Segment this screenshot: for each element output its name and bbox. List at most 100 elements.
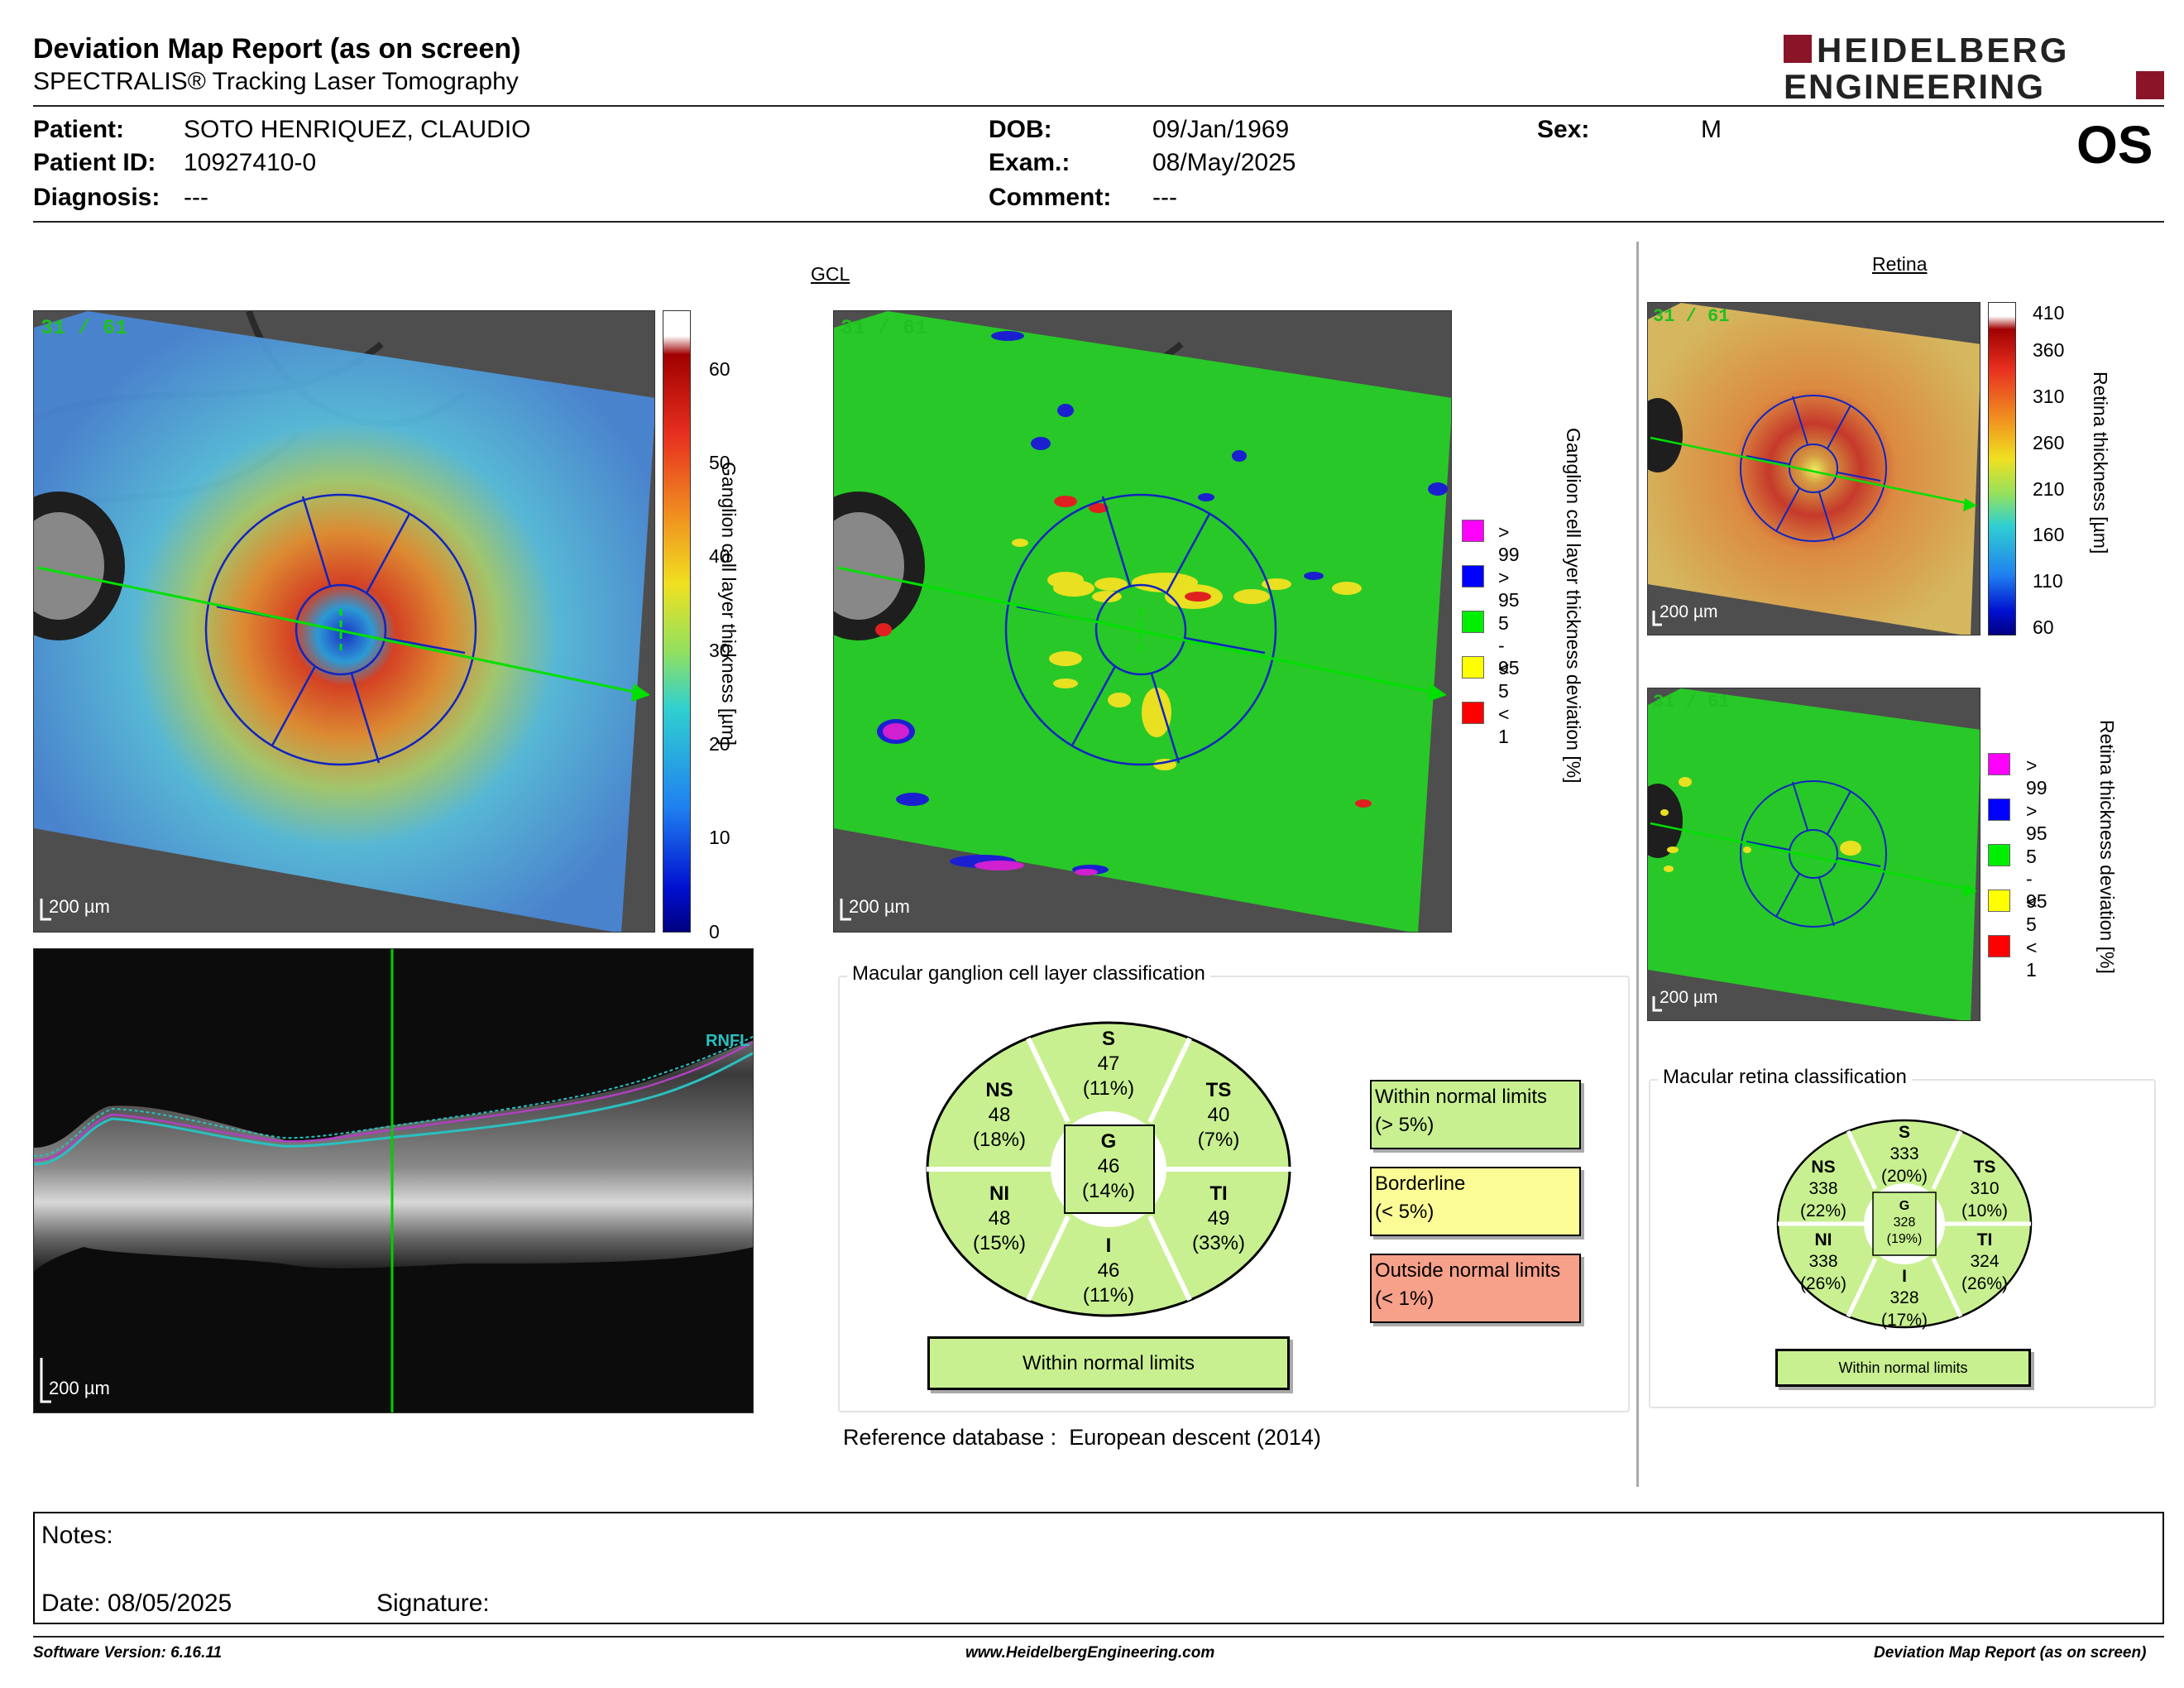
scale-label: 200 µm bbox=[1660, 988, 1718, 1007]
legend-swatch bbox=[1988, 844, 2010, 866]
footer-software-version: Software Version: 6.16.11 bbox=[33, 1644, 223, 1662]
oct-bscan: RNFL 200 µm bbox=[33, 948, 754, 1413]
footer-website-link[interactable]: www.HeidelbergEngineering.com bbox=[965, 1644, 1215, 1662]
tick-label: 60 bbox=[709, 358, 730, 380]
diagnosis-label: Diagnosis: bbox=[33, 184, 160, 211]
gcl-deviation-map: 31 / 61 200 µm bbox=[833, 310, 1452, 933]
patient-label: Patient: bbox=[33, 116, 125, 143]
scale-label: 200 µm bbox=[49, 1378, 110, 1398]
footer-rule bbox=[33, 1636, 2164, 1638]
legend-borderline: Borderline (< 5%) bbox=[1370, 1167, 1581, 1236]
scan-position-badge: 31 / 61 bbox=[1653, 306, 1730, 327]
tick-label: 410 bbox=[2033, 302, 2065, 324]
legend-swatch bbox=[1462, 656, 1484, 679]
sector-g: G 328 (19%) bbox=[1886, 1199, 1923, 1246]
scan-position-badge: 31 / 61 bbox=[41, 316, 128, 340]
legend-label: 5 - 95 bbox=[2026, 846, 2048, 912]
sector-ts: TS 310 (10%) bbox=[1961, 1158, 2009, 1220]
sector-i: I 46 (11%) bbox=[1082, 1235, 1135, 1307]
sector-ns: NS 338 (22%) bbox=[1799, 1158, 1847, 1220]
exam-value: 08/May/2025 bbox=[1152, 149, 1296, 176]
sex-value: M bbox=[1701, 116, 1722, 143]
legend-swatch bbox=[1462, 702, 1484, 724]
retina-deviation-axis-label: Retina thickness deviation [%] bbox=[2096, 720, 2118, 974]
gcl-thickness-colorbar bbox=[663, 310, 691, 933]
legend-label: < 1 bbox=[2026, 937, 2038, 981]
scale-bar-icon bbox=[40, 1358, 51, 1403]
tick-label: 30 bbox=[709, 640, 730, 661]
gcl-section-label: GCL bbox=[811, 263, 850, 285]
retina-thickness-colorbar bbox=[1988, 302, 2016, 635]
legend-label: > 95 bbox=[2026, 800, 2048, 844]
scale-bar-icon bbox=[40, 899, 51, 921]
scale-bar-icon bbox=[1652, 996, 1662, 1012]
sector-ns: NS 48 (18%) bbox=[972, 1079, 1027, 1151]
legend-label: < 1 bbox=[1498, 703, 1510, 747]
comment-value: --- bbox=[1152, 184, 1177, 211]
header-rule bbox=[33, 105, 2164, 107]
sex-label: Sex: bbox=[1537, 116, 1590, 143]
sector-g: G 46 (14%) bbox=[1081, 1130, 1136, 1202]
retina-overall-result: Within normal limits bbox=[1775, 1349, 2031, 1387]
dob-label: DOB: bbox=[989, 116, 1052, 143]
report-subtitle: SPECTRALIS® Tracking Laser Tomography bbox=[33, 68, 519, 95]
legend-swatch bbox=[1988, 798, 2010, 821]
signature-label: Signature: bbox=[376, 1590, 490, 1617]
gcl-thickness-map: 31 / 61 200 µm bbox=[33, 310, 655, 933]
scan-position-badge: 31 / 61 bbox=[841, 316, 928, 340]
scale-label: 200 µm bbox=[849, 896, 910, 917]
notes-date: Date: 08/05/2025 bbox=[41, 1590, 232, 1617]
legend-label: > 99 bbox=[2026, 755, 2048, 798]
scale-label: 200 µm bbox=[49, 896, 110, 917]
retina-sector-chart: S 333 (20%) NS 338 (22%) TS 310 (10%) G 328 (19%… bbox=[1775, 1119, 2033, 1330]
tick-label: 160 bbox=[2033, 524, 2065, 545]
legend-label: > 99 bbox=[1498, 521, 1520, 565]
legend-within-normal: Within normal limits (> 5%) bbox=[1370, 1080, 1581, 1149]
tick-label: 260 bbox=[2033, 432, 2065, 453]
sector-i: I 328 (17%) bbox=[1880, 1267, 1928, 1330]
sector-ni: NI 48 (15%) bbox=[972, 1182, 1027, 1254]
tick-label: 50 bbox=[709, 452, 730, 473]
scan-position-badge: 31 / 61 bbox=[1653, 692, 1730, 712]
gcl-deviation-axis-label: Ganglion cell layer thickness deviation … bbox=[1563, 428, 1584, 784]
gcl-classification-panel bbox=[838, 976, 1630, 1412]
tick-label: 110 bbox=[2033, 570, 2063, 592]
legend-swatch bbox=[1462, 520, 1484, 542]
report-title: Deviation Map Report (as on screen) bbox=[33, 33, 521, 65]
legend-label: > 95 bbox=[1498, 567, 1520, 611]
heidelberg-logo: HEIDELBERG ENGINEERING bbox=[1784, 31, 2164, 103]
retina-deviation-map: 31 / 61 200 µm bbox=[1647, 688, 1980, 1021]
legend-swatch bbox=[1988, 935, 2010, 957]
rnfl-layer-label: RNFL bbox=[706, 1032, 750, 1050]
comment-label: Comment: bbox=[989, 184, 1112, 211]
dob-value: 09/Jan/1969 bbox=[1152, 116, 1290, 143]
notes-box[interactable]: Notes: Date: 08/05/2025 Signature: bbox=[33, 1512, 2164, 1624]
gcl-classification-title: Macular ganglion cell layer classificati… bbox=[847, 962, 1210, 985]
sector-s: S 47 (11%) bbox=[1082, 1028, 1135, 1100]
gcl-sector-chart: S 47 (11%) NS 48 (18%) TS 40 (7%) G 46 (14%) NI 4… bbox=[925, 1020, 1293, 1318]
legend-label: < 5 bbox=[2026, 891, 2038, 935]
tick-label: 10 bbox=[709, 827, 730, 848]
reference-label: Reference database : bbox=[843, 1425, 1057, 1450]
tick-label: 310 bbox=[2033, 386, 2065, 407]
patient-id-label: Patient ID: bbox=[33, 149, 156, 176]
retina-classification-title: Macular retina classification bbox=[1658, 1066, 1912, 1089]
scale-bar-icon bbox=[840, 899, 851, 921]
legend-label: 5 - 95 bbox=[1498, 612, 1520, 679]
notes-label: Notes: bbox=[41, 1522, 113, 1549]
patient-name: SOTO HENRIQUEZ, CLAUDIO bbox=[184, 116, 531, 143]
legend-swatch bbox=[1462, 611, 1484, 633]
tick-label: 360 bbox=[2033, 339, 2065, 361]
retina-section-label: Retina bbox=[1872, 253, 1928, 275]
tick-label: 0 bbox=[709, 921, 720, 942]
sector-ti: TI 49 (33%) bbox=[1191, 1182, 1246, 1254]
patient-id: 10927410-0 bbox=[184, 149, 317, 176]
eye-indicator: OS bbox=[2076, 115, 2153, 175]
logo-text-2: ENGINEERING bbox=[1784, 67, 2045, 103]
legend-label: < 5 bbox=[1498, 658, 1510, 702]
gcl-thickness-axis-label: Ganglion cell layer thickness [µm] bbox=[718, 462, 740, 746]
tick-label: 210 bbox=[2033, 478, 2065, 500]
sector-ni: NI 338 (26%) bbox=[1799, 1230, 1847, 1293]
header-rule-2 bbox=[33, 221, 2164, 223]
scale-label: 200 µm bbox=[1660, 602, 1718, 621]
